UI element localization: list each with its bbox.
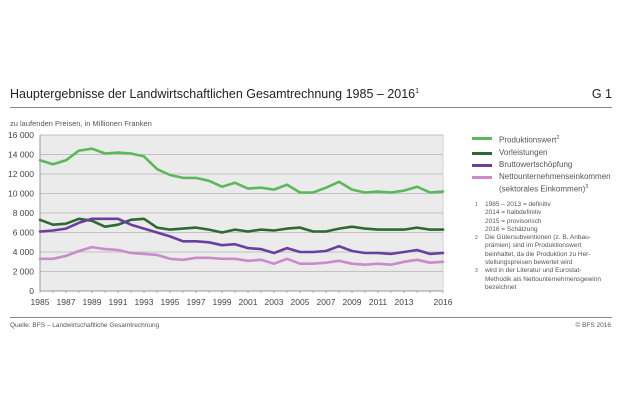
- footnote-2: 2 Die Gütersubventionen (z. B. Anbau- pr…: [475, 234, 620, 267]
- figure-code: G 1: [591, 87, 612, 101]
- legend-item-bruttowertschoepfung: Bruttowertschöpfung: [472, 160, 611, 170]
- y-tick-label: 0: [29, 286, 34, 296]
- line-chart: 0 2 000 4 000 6 000 8 000 10 000 12 000 14 000 1…: [8, 130, 453, 307]
- x-tick-label: 1991: [109, 297, 128, 307]
- series-line-4: [38, 245, 445, 266]
- title-footnote-marker: 1: [415, 87, 420, 95]
- legend-label: Produktionswert2: [499, 135, 560, 145]
- chart-title: Hauptergebnisse der Landwirtschaftlichen…: [10, 87, 419, 101]
- footnote-text: 1985 – 2013 = definitiv 2014 = halbdefin…: [485, 201, 551, 233]
- footnote-3: 3 wird in der Literatur und Eurostat- Me…: [475, 267, 620, 292]
- y-tick-label: 4 000: [13, 247, 35, 257]
- footnotes: 1 1985 – 2013 = definitiv 2014 = halbdef…: [475, 201, 620, 292]
- copyright-note: © BFS 2016: [575, 322, 611, 329]
- title-row: Hauptergebnisse der Landwirtschaftlichen…: [10, 87, 612, 101]
- x-tick-label: 2011: [369, 297, 388, 307]
- legend-item-nettounternehmenseinkommen: Nettounternehmenseinkommen (sektorales Ei…: [472, 172, 611, 195]
- legend-swatch: [472, 151, 492, 155]
- x-tick-label: 2009: [343, 297, 362, 307]
- series-line-1: [38, 147, 445, 194]
- y-tick-label: 6 000: [13, 228, 35, 238]
- footnote-text: wird in der Literatur und Eurostat- Meth…: [485, 267, 601, 291]
- legend-item-vorleistungen: Vorleistungen: [472, 148, 611, 158]
- x-tick-label: 2007: [317, 297, 336, 307]
- x-tick-label: 1997: [187, 297, 206, 307]
- legend-label: Bruttowertschöpfung: [499, 159, 573, 169]
- x-tick-label: 2001: [239, 297, 258, 307]
- legend-label: Vorleistungen: [499, 147, 548, 157]
- x-tick-label: 1995: [161, 297, 180, 307]
- y-tick-label: 8 000: [13, 208, 35, 218]
- x-tick-label: 2016: [434, 297, 453, 307]
- x-tick-label: 1999: [213, 297, 232, 307]
- footnote-number: 3: [475, 268, 478, 275]
- x-tick-label: 1989: [83, 297, 102, 307]
- title-divider: [10, 107, 612, 108]
- source-note: Quelle: BFS – Landwirtschaftliche Gesamt…: [10, 322, 160, 329]
- x-tick-label: 1993: [135, 297, 154, 307]
- series-line-2: [38, 217, 445, 234]
- footnote-1: 1 1985 – 2013 = definitiv 2014 = halbdef…: [475, 201, 620, 234]
- chart-title-text: Hauptergebnisse der Landwirtschaftlichen…: [10, 87, 416, 101]
- footnote-number: 1: [475, 202, 478, 208]
- y-tick-label: 16 000: [8, 130, 34, 140]
- legend-label: Nettounternehmenseinkommen (sektorales Ei…: [499, 171, 611, 194]
- legend-swatch: [472, 137, 492, 140]
- legend-item-produktionswert: Produktionswert2: [472, 133, 611, 146]
- x-tick-label: 2013: [395, 297, 414, 307]
- x-tick-label: 2003: [265, 297, 284, 307]
- x-tick-label: 1987: [57, 297, 76, 307]
- y-tick-label: 10 000: [8, 189, 34, 199]
- chart-legend: Produktionswert2 Vorleistungen Bruttower…: [472, 133, 611, 196]
- series-line-3: [38, 217, 445, 256]
- chart-subtitle: zu laufenden Preisen, in Millionen Frank…: [10, 119, 152, 128]
- footnote-number: 2: [475, 235, 478, 242]
- y-tick-label: 12 000: [8, 169, 34, 179]
- footer-divider: [10, 317, 612, 318]
- legend-swatch: [472, 175, 492, 179]
- legend-swatch: [472, 163, 492, 167]
- footnote-text: Die Gütersubventionen (z. B. Anbau- präm…: [485, 234, 591, 267]
- y-tick-label: 2 000: [13, 267, 35, 277]
- x-tick-label: 2005: [291, 297, 310, 307]
- x-tick-label: 1985: [31, 297, 50, 307]
- y-tick-label: 14 000: [8, 150, 34, 160]
